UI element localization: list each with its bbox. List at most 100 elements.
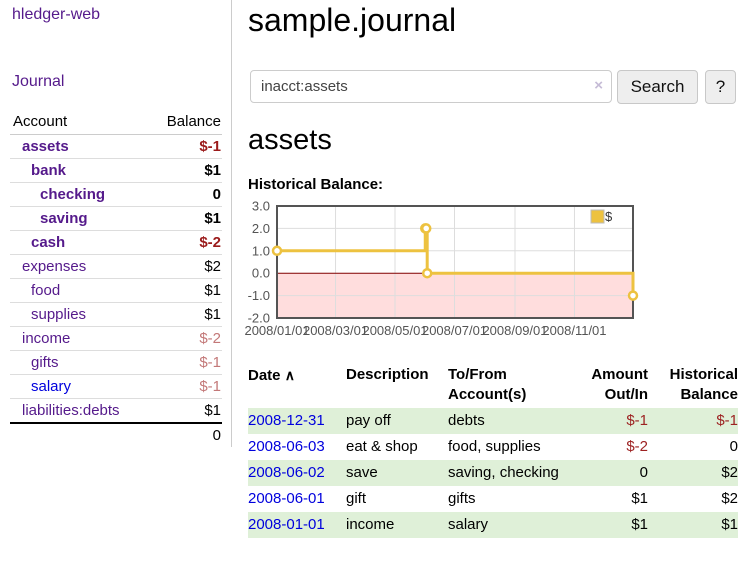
accounts-table-header: Account Balance <box>10 111 222 135</box>
account-row-cash: cash $-2 <box>10 230 222 255</box>
account-link-gifts[interactable]: gifts <box>31 354 59 371</box>
x-axis-tick-label: 2008/03/01 <box>303 323 368 338</box>
transaction-balance: $2 <box>721 490 738 507</box>
search-input[interactable] <box>250 70 612 103</box>
register-header-row: Date ∧ Description To/From Account(s) Am… <box>248 362 738 408</box>
transaction-accounts: salary <box>448 512 576 538</box>
account-balance: $-2 <box>199 330 221 347</box>
account-link-supplies[interactable]: supplies <box>31 306 87 323</box>
account-row-saving: saving $1 <box>10 206 222 231</box>
y-axis-tick-label: -2.0 <box>248 311 270 326</box>
account-balance: $-1 <box>199 138 221 155</box>
transaction-description: save <box>346 460 448 486</box>
transaction-description: income <box>346 512 448 538</box>
y-axis-tick-label: -1.0 <box>248 288 270 303</box>
transaction-balance: $2 <box>721 464 738 481</box>
account-balance: 0 <box>212 186 221 203</box>
account-row-income: income $-2 <box>10 326 222 351</box>
accounts-table: Account Balance assets $-1 bank $1 check… <box>10 111 222 447</box>
data-point-marker <box>627 290 639 301</box>
accounts-total-value: 0 <box>148 422 222 447</box>
account-balance: $1 <box>204 402 221 419</box>
sidebar: hledger-web Journal Account Balance asse… <box>0 0 232 447</box>
transaction-description: eat & shop <box>346 438 418 455</box>
x-axis-tick-label: 2008/11/01 <box>542 323 606 338</box>
account-link-cash[interactable]: cash <box>31 234 66 251</box>
account-link-assets[interactable]: assets <box>22 138 69 155</box>
account-row-food: food $1 <box>10 278 222 303</box>
accounts-column-header: To/From Account(s) <box>448 366 527 403</box>
account-balance: $2 <box>204 258 221 275</box>
account-row-liabilities-debts: liabilities:debts $1 <box>10 398 222 424</box>
legend-swatch <box>590 209 605 224</box>
sort-ascending-icon: ∧ <box>284 367 295 383</box>
account-link-expenses[interactable]: expenses <box>22 258 87 275</box>
date-column-header[interactable]: Date ∧ <box>248 367 295 384</box>
account-link-income[interactable]: income <box>22 330 71 347</box>
sidebar-item-journal[interactable]: Journal <box>12 73 65 90</box>
transaction-row: 2008-06-02 save saving, checking 0 $2 <box>248 460 738 486</box>
y-axis-tick-label: 3.0 <box>252 199 270 214</box>
register-table: Date ∧ Description To/From Account(s) Am… <box>248 362 738 538</box>
page-title: sample.journal <box>248 2 457 38</box>
account-link-salary[interactable]: salary <box>31 378 72 395</box>
transaction-amount: 0 <box>639 464 648 481</box>
x-axis-tick-label: 2008/07/01 <box>422 323 487 338</box>
account-balance: $1 <box>204 210 221 227</box>
y-axis-tick-label: 1.0 <box>252 243 270 258</box>
legend-label: $ <box>605 209 613 224</box>
amount-column-header: Amount Out/In <box>591 366 648 403</box>
account-row-salary: salary $-1 <box>10 374 222 399</box>
account-heading: assets <box>248 124 332 156</box>
transaction-description: pay off <box>346 408 448 434</box>
account-link-liabilities-debts[interactable]: liabilities:debts <box>22 402 120 419</box>
transaction-balance: $-1 <box>716 412 738 429</box>
x-axis-tick-label: 2008/09/01 <box>482 323 547 338</box>
account-row-supplies: supplies $1 <box>10 302 222 327</box>
account-link-checking[interactable]: checking <box>40 186 106 203</box>
app-title-link[interactable]: hledger-web <box>12 6 101 23</box>
data-point-marker <box>421 267 433 279</box>
search-form: × Search ? <box>248 70 742 104</box>
transaction-amount: $-1 <box>626 412 648 429</box>
chart-title: Historical Balance: <box>248 176 384 193</box>
transaction-row: 2008-06-01 gift gifts $1 $2 <box>248 486 738 512</box>
account-row-assets: assets $-1 <box>10 134 222 159</box>
transaction-description: gift <box>346 490 367 507</box>
transaction-balance: $1 <box>721 516 738 533</box>
transaction-amount: $-2 <box>626 438 648 455</box>
transaction-accounts: debts <box>448 408 576 434</box>
transaction-date-link[interactable]: 2008-06-01 <box>248 490 325 507</box>
transaction-date-link[interactable]: 2008-06-03 <box>248 438 325 455</box>
account-balance: $-1 <box>199 378 221 395</box>
accounts-total-row: 0 <box>10 422 222 447</box>
transaction-balance: 0 <box>729 438 738 455</box>
transaction-date-link[interactable]: 2008-06-02 <box>248 464 325 481</box>
transaction-date-link[interactable]: 2008-01-01 <box>248 516 325 533</box>
account-balance: $1 <box>204 282 221 299</box>
account-row-bank: bank $1 <box>10 158 222 183</box>
account-row-expenses: expenses $2 <box>10 254 222 279</box>
account-link-saving[interactable]: saving <box>40 210 88 227</box>
data-point-marker <box>420 223 432 234</box>
transaction-date-link[interactable]: 2008-12-31 <box>248 412 325 429</box>
x-axis-tick-label: 2008/05/01 <box>362 323 427 338</box>
y-axis-tick-label: 0.0 <box>252 266 270 281</box>
historical-balance-chart: $3.0 2.0 1.0 0.0 -1.0 -2.02008/01/012008/03/0… <box>244 199 639 338</box>
description-column-header: Description <box>346 366 429 383</box>
account-balance: $1 <box>204 162 221 179</box>
transaction-accounts: food, supplies <box>448 438 541 455</box>
account-balance: $-1 <box>199 354 221 371</box>
transaction-amount: $1 <box>631 516 648 533</box>
clear-search-icon[interactable]: × <box>594 77 603 94</box>
account-link-food[interactable]: food <box>31 282 61 299</box>
account-link-bank[interactable]: bank <box>31 162 67 179</box>
account-balance: $-2 <box>199 234 221 251</box>
main-content: sample.journal × Search ? assets Histori… <box>244 0 742 582</box>
account-row-checking: checking 0 <box>10 182 222 207</box>
search-button[interactable]: Search <box>617 70 698 104</box>
balance-column-header: Historical Balance <box>669 366 738 403</box>
help-button[interactable]: ? <box>705 70 736 104</box>
x-axis-tick-label: 2008/01/01 <box>244 323 309 338</box>
account-column-header: Account <box>10 111 149 135</box>
